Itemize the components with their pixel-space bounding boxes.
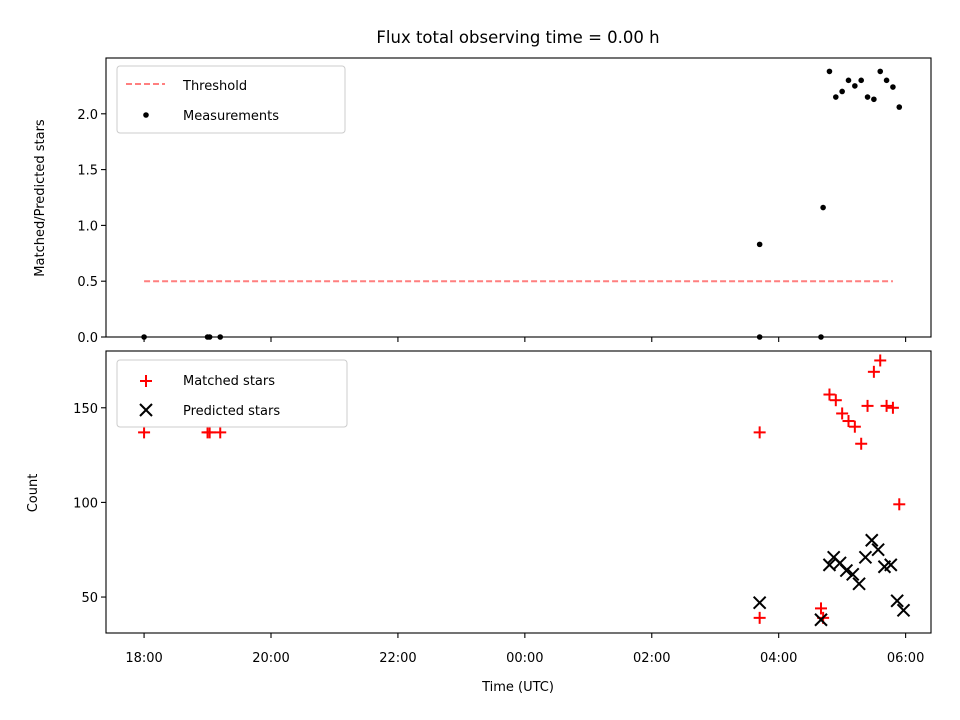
predicted-star-point xyxy=(896,603,911,617)
ratio-y-tick-label: 2.0 xyxy=(77,108,98,123)
matched-star-point xyxy=(842,415,855,428)
matched-star-point xyxy=(861,399,874,412)
measurement-point xyxy=(871,96,877,103)
chart-title: Flux total observing time = 0.00 h xyxy=(376,28,659,47)
predicted-star-point xyxy=(884,558,898,572)
matched-star-point xyxy=(848,420,861,433)
measurement-point xyxy=(852,83,858,89)
matched-star-point xyxy=(880,399,893,412)
measurement-point xyxy=(826,68,833,75)
measurements-legend-label: Measurements xyxy=(183,109,279,124)
measurement-point xyxy=(820,204,826,211)
measurement-point xyxy=(883,77,890,84)
predicted-star-point xyxy=(814,613,828,627)
predicted-star-point xyxy=(752,596,767,610)
matched-star-point xyxy=(829,394,842,407)
predicted-star-point xyxy=(890,594,904,608)
matched-star-point xyxy=(855,437,868,450)
ratio-legend: Threshold Measurements xyxy=(116,65,346,134)
predicted-star-point xyxy=(871,543,885,557)
count-y-tick-label: 150 xyxy=(73,402,98,417)
predicted-star-point xyxy=(846,567,860,582)
x-axis-label: Time (UTC) xyxy=(481,680,554,695)
x-tick-label: 22:00 xyxy=(379,651,416,666)
count-legend-box xyxy=(116,359,348,428)
measurements-legend-swatch xyxy=(143,112,149,118)
x-tick-label: 06:00 xyxy=(887,651,924,666)
count-legend: Matched stars Predicted stars xyxy=(116,359,348,428)
ratio-legend-box xyxy=(116,65,346,134)
predicted-star-point xyxy=(858,550,873,565)
ratio-plot: 0.00.51.01.52.0 Matched/Predicted stars … xyxy=(33,57,932,346)
ratio-y-axis-label: Matched/Predicted stars xyxy=(33,119,48,277)
ratio-y-tick-label: 1.0 xyxy=(77,219,98,234)
matched-star-point xyxy=(867,365,880,378)
matched-star-point xyxy=(753,611,766,624)
predicted-star-point xyxy=(852,577,866,591)
measurement-point xyxy=(864,94,871,100)
predicted-legend-label: Predicted stars xyxy=(183,404,280,419)
measurement-point xyxy=(890,84,896,90)
ratio-plot-frame xyxy=(105,57,932,338)
x-tick-label: 04:00 xyxy=(760,651,797,666)
measurement-point xyxy=(845,77,852,84)
measurement-point xyxy=(833,94,839,100)
count-y-axis-label: Count xyxy=(26,474,41,513)
count-y-tick-label: 100 xyxy=(73,496,98,511)
matched-star-point xyxy=(815,602,827,615)
matched-legend-swatch xyxy=(140,375,152,387)
measurement-point xyxy=(877,68,884,75)
ratio-y-tick-label: 1.5 xyxy=(77,164,98,179)
x-tick-label: 02:00 xyxy=(633,651,670,666)
matched-star-point xyxy=(203,426,216,439)
matched-legend-label: Matched stars xyxy=(183,374,275,389)
matched-star-point xyxy=(886,401,899,414)
count-y-tick-label: 50 xyxy=(81,591,98,606)
matched-star-point xyxy=(753,426,766,439)
matched-star-point xyxy=(874,354,887,367)
measurement-point xyxy=(839,88,845,95)
count-plot: 50 100 150 18:00 20:00 22:00 00:00 02:00 04:00 0… xyxy=(26,350,932,695)
measurement-point xyxy=(858,77,864,84)
measurement-point xyxy=(896,104,903,110)
x-tick-label: 18:00 xyxy=(125,651,162,666)
predicted-star-point xyxy=(822,558,837,572)
count-plot-frame xyxy=(105,350,932,634)
predicted-legend-swatch xyxy=(139,403,153,417)
matched-star-point xyxy=(138,426,151,439)
x-tick-label: 20:00 xyxy=(252,651,289,666)
matched-star-point xyxy=(893,498,906,511)
ratio-y-tick-label: 0.0 xyxy=(77,331,98,346)
x-tick-label: 00:00 xyxy=(506,651,543,666)
measurement-point xyxy=(756,241,763,248)
predicted-star-point xyxy=(839,563,854,578)
matched-star-point xyxy=(214,426,227,439)
threshold-legend-label: Threshold xyxy=(182,79,247,94)
matched-star-point xyxy=(823,388,836,401)
predicted-star-point xyxy=(865,533,879,547)
ratio-y-tick-label: 0.5 xyxy=(77,275,98,290)
matched-star-point xyxy=(836,407,849,420)
